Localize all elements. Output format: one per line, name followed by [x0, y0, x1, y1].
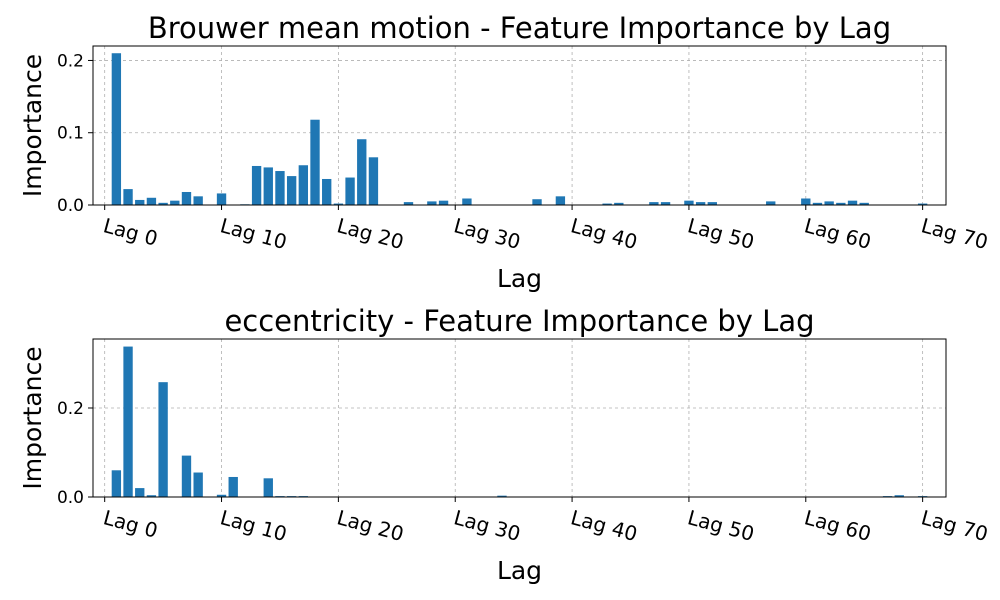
bar-lag-57 [766, 201, 776, 205]
bar-lag-2 [123, 189, 133, 205]
bar-lag-11 [228, 476, 238, 497]
bar-lag-4 [146, 197, 157, 205]
plot-frame [92, 45, 947, 206]
bar-lag-60 [801, 198, 811, 205]
x-tick-label: Lag 0 [101, 505, 161, 542]
bar-lag-8 [193, 196, 203, 205]
y-axis-label: Importance [18, 346, 47, 489]
bar-lag-16 [286, 176, 297, 205]
bar-lag-13 [251, 165, 262, 205]
x-axis-label: Lag [497, 556, 542, 585]
bar-lag-19 [322, 178, 332, 205]
bar-lag-64 [847, 200, 858, 205]
bar-lag-2 [123, 346, 133, 497]
chart-title: eccentricity - Feature Importance by Lag [224, 304, 814, 338]
bar-lag-8 [193, 472, 203, 497]
bar-lag-21 [345, 177, 355, 205]
y-tick-label: 0.0 [57, 196, 84, 216]
bar-lag-31 [462, 198, 472, 205]
x-tick-label: Lag 40 [568, 505, 640, 546]
bar-lag-7 [181, 191, 192, 205]
bar-lag-15 [275, 171, 285, 205]
x-tick-label: Lag 50 [685, 213, 757, 254]
y-tick-label: 0.2 [57, 399, 84, 419]
bar-lag-26 [403, 202, 414, 205]
x-tick-label: Lag 30 [451, 505, 523, 546]
bar-lag-14 [263, 478, 273, 497]
bar-lag-51 [695, 202, 706, 205]
x-tick-label: Lag 0 [101, 213, 161, 250]
y-tick-label: 0.2 [57, 51, 84, 71]
chart-eccentricity: 0.0 0.2 Lag 0 Lag 10 Lag 20 Lag 30 Lag 40 Lag 5… [18, 304, 991, 585]
bar-lag-3 [135, 199, 145, 205]
bar-lag-63 [836, 202, 846, 205]
bar-lag-5 [158, 382, 168, 497]
chart-title: Brouwer mean motion - Feature Importance… [148, 11, 891, 45]
bar-lag-10 [216, 494, 227, 497]
bar-lag-39 [555, 196, 566, 205]
bar-lag-37 [532, 199, 542, 205]
bar-lag-47 [649, 202, 659, 205]
bar-lag-4 [146, 495, 157, 497]
bar-lag-18 [310, 119, 320, 205]
bar-lag-68 [894, 495, 904, 497]
y-tick-label: 0.0 [57, 488, 84, 508]
y-axis-label: Importance [18, 54, 47, 197]
x-tick-label: Lag 10 [218, 213, 290, 254]
x-tick-label: Lag 10 [218, 505, 290, 546]
y-tick-label: 0.1 [57, 124, 84, 144]
x-tick-label: Lag 20 [335, 213, 407, 254]
bar-lag-48 [660, 202, 671, 205]
bar-lag-29 [438, 200, 449, 205]
chart-brouwer-mean-motion: 0.0 0.1 0.2 Lag 0 Lag 10 Lag 20 Lag 30 Lag 40 La… [18, 11, 991, 293]
bar-lag-65 [859, 202, 869, 205]
bar-lag-3 [135, 488, 145, 497]
bar-lag-44 [614, 202, 624, 205]
x-axis-label: Lag [497, 264, 542, 293]
bar-lag-23 [368, 157, 379, 205]
bar-lag-17 [298, 165, 309, 205]
bar-lag-43 [602, 203, 612, 205]
bar-lag-1 [111, 470, 122, 497]
bar-lag-50 [684, 200, 694, 205]
x-tick-label: Lag 70 [919, 213, 991, 254]
x-tick-label: Lag 20 [335, 505, 407, 546]
bar-lag-7 [181, 455, 192, 497]
bar-lag-10 [216, 193, 227, 205]
bar-lag-5 [158, 202, 168, 205]
x-tick-label: Lag 40 [568, 213, 640, 254]
bar-lag-61 [812, 202, 823, 205]
bar-lag-34 [497, 495, 507, 497]
bar-lag-70 [917, 203, 928, 205]
bar-lag-52 [707, 202, 717, 205]
bar-lag-20 [333, 203, 344, 205]
x-tick-label: Lag 60 [802, 213, 874, 254]
x-tick-label: Lag 50 [685, 505, 757, 546]
bar-lag-22 [357, 139, 367, 205]
bar-lag-6 [170, 200, 180, 205]
bar-lag-62 [824, 201, 834, 205]
bar-lag-1 [111, 53, 122, 206]
x-tick-label: Lag 70 [919, 505, 991, 546]
x-tick-label: Lag 60 [802, 505, 874, 546]
plot-frame [92, 338, 947, 498]
bar-lag-14 [263, 167, 273, 205]
x-tick-label: Lag 30 [451, 213, 523, 254]
bar-lag-28 [427, 201, 437, 205]
